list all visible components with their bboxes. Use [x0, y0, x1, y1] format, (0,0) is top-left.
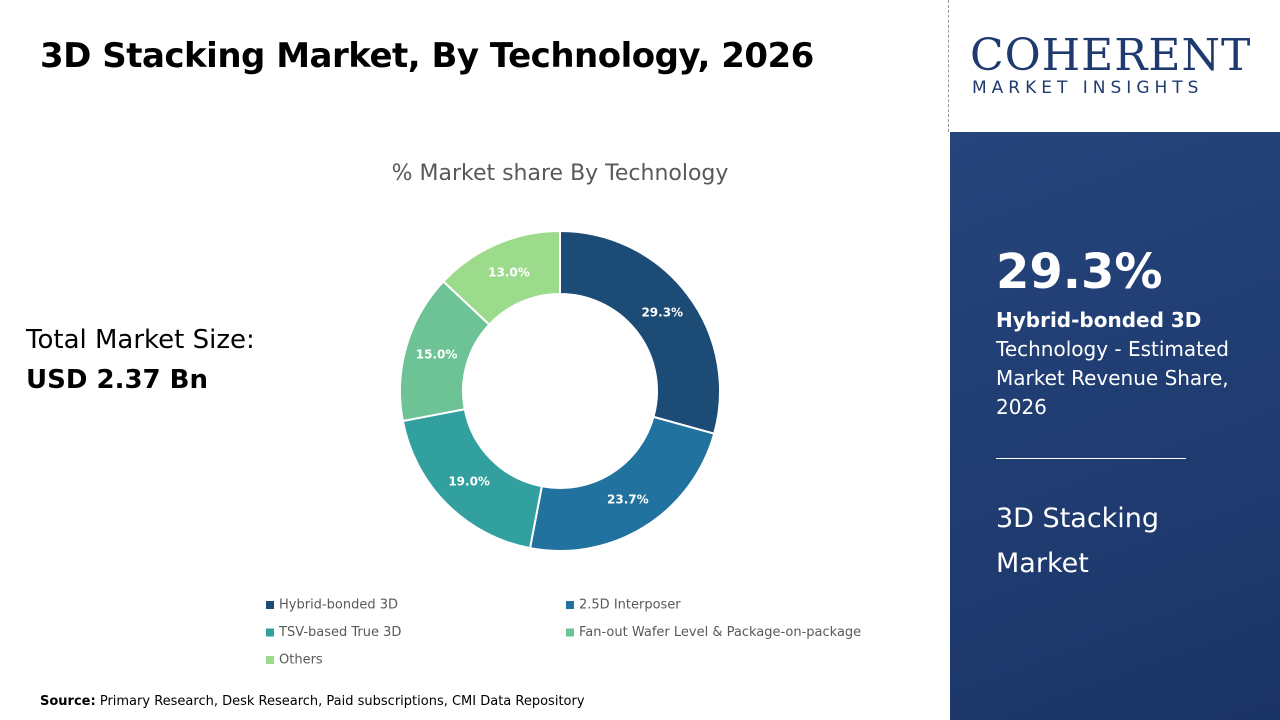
side-panel: 29.3% Hybrid-bonded 3D Technology - Esti…	[950, 132, 1280, 720]
legend-swatch	[266, 628, 274, 637]
highlight-description: Technology - Estimated Market Revenue Sh…	[996, 337, 1229, 419]
legend-label: Others	[279, 653, 323, 668]
slice	[528, 415, 716, 552]
data-label: 13.0%	[488, 266, 530, 280]
source-text: Primary Research, Desk Research, Paid su…	[99, 694, 585, 709]
highlight-segment: Hybrid-bonded 3D	[996, 308, 1202, 332]
logo-tagline: MARKET INSIGHTS	[972, 78, 1204, 98]
highlight-market: 3D Stacking Market	[996, 503, 1160, 579]
data-label: 23.7%	[607, 493, 649, 507]
legend-label: TSV-based True 3D	[278, 625, 401, 640]
legend-swatch	[266, 601, 274, 609]
divider	[948, 0, 949, 132]
chart-title: % Market share By Technology	[392, 161, 729, 186]
legend-swatch	[566, 601, 574, 609]
legend-swatch	[566, 628, 574, 637]
rule	[996, 458, 1186, 459]
page-title: 3D Stacking Market, By Technology, 2026	[40, 36, 814, 76]
source: Source: Primary Research, Desk Research,…	[40, 694, 585, 709]
market-size-label: Total Market Size:	[26, 325, 255, 355]
legend-swatch	[266, 656, 274, 664]
highlight-value: 29.3%	[996, 244, 1163, 300]
logo: COHERENT MARKET INSIGHTS	[950, 0, 1280, 132]
logo-name: COHERENT	[970, 30, 1252, 81]
legend-label: Hybrid-bonded 3D	[279, 598, 398, 613]
data-label: 19.0%	[448, 474, 490, 488]
slice	[441, 229, 561, 327]
legend-label: Fan-out Wafer Level & Package-on-package	[579, 625, 861, 640]
slice	[559, 229, 721, 435]
legend-label: 2.5D Interposer	[579, 598, 681, 613]
chart: % Market share By Technology 29.3% 23.7% 1…	[266, 161, 861, 668]
data-label: 15.0%	[416, 348, 458, 362]
source-label: Source:	[40, 694, 96, 709]
data-label: 29.3%	[641, 306, 683, 320]
market-size-value: USD 2.37 Bn	[26, 365, 208, 395]
